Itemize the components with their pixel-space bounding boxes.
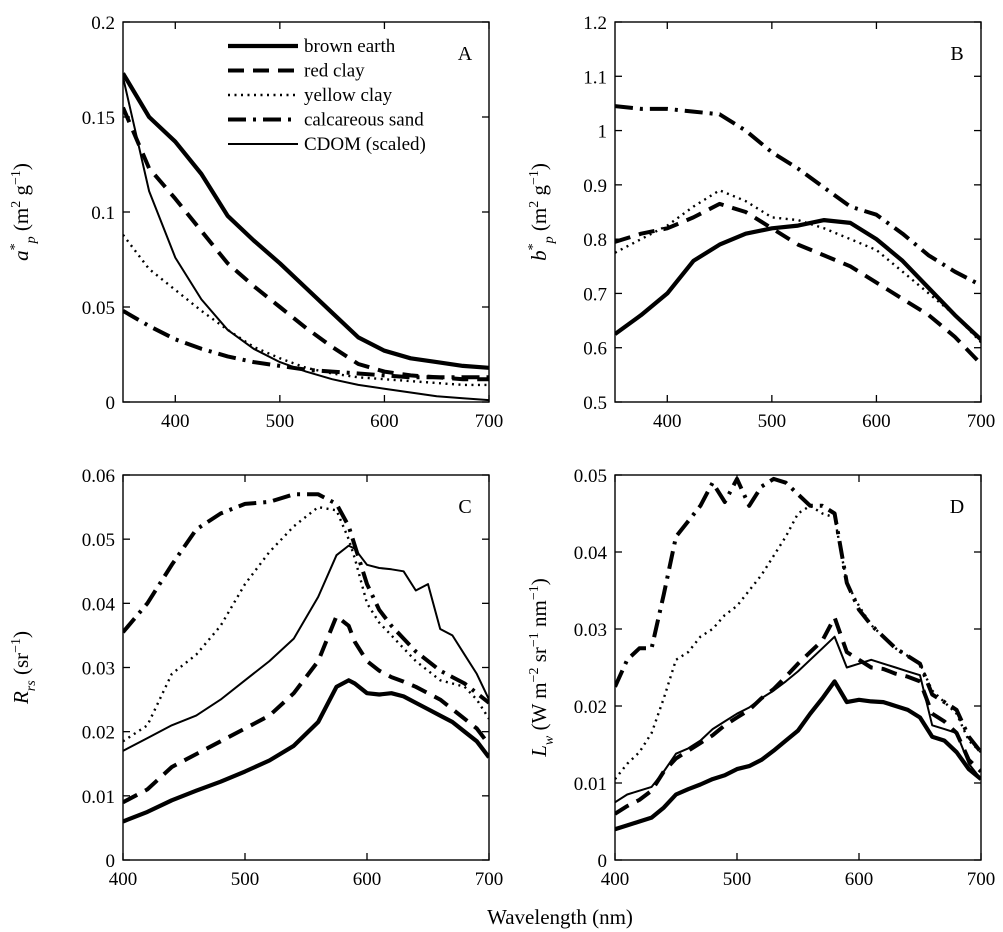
series-line-cdom-scaled-a [123,76,489,402]
series-line-brown-earth-b [615,218,981,342]
y-tick-label-a: 0 [106,393,116,414]
series-line-yellow-clay-b [615,189,981,344]
panel-letter-d: D [950,496,964,518]
legend: brown earth red clay yellow clay calcareous… [228,36,426,155]
y-tick-label-a: 0.2 [91,13,115,34]
y-tick-label-c: 0.04 [82,594,116,615]
x-tick-label-d: 500 [723,869,752,890]
series-line-calcareous-sand-d [615,476,981,754]
x-tick-label-d: 600 [845,869,874,890]
x-tick-label-c: 500 [231,869,260,890]
x-tick-label-d: 700 [967,869,996,890]
y-axis-label-d: Lw (W m−2 sr−1 nm−1) [527,578,557,758]
y-axis-label-b: b*p (m2 g−1) [526,163,557,261]
legend-label-yellow-clay: yellow clay [304,85,393,106]
x-tick-label-a: 400 [161,411,190,432]
y-tick-label-c: 0 [106,851,116,872]
y-tick-label-b: 0.8 [583,230,607,251]
y-tick-label-a: 0.15 [82,108,115,129]
series-line-cdom-scaled-d [615,635,981,804]
y-tick-label-c: 0.05 [82,530,115,551]
x-tick-label-b: 600 [862,411,891,432]
panel-b: 400 500 600 700 0.5 0.6 0.7 0.8 0.9 1 1.1 1.2 Bb*p (… [526,13,995,432]
x-tick-label-d: 400 [601,869,630,890]
y-tick-label-b: 0.6 [583,339,607,360]
y-tick-label-c: 0.01 [82,787,115,808]
panel-a: 400 500 600 700 0 0.05 0.1 0.15 0.2 Aa*p (m2 g−1)… [8,13,503,432]
y-tick-label-c: 0.06 [82,466,115,487]
y-tick-label-c: 0.02 [82,723,115,744]
series-line-cdom-scaled-c [123,544,489,752]
y-tick-label-b: 0.9 [583,176,607,197]
series-line-red-clay-d [615,615,981,816]
y-tick-label-b: 1.2 [583,13,607,34]
axes-frame-d [614,474,982,861]
series-line-brown-earth-d [615,679,981,832]
x-tick-label-b: 400 [653,411,682,432]
x-tick-label-b: 500 [758,411,787,432]
y-tick-label-b: 1.1 [583,67,607,88]
series-line-brown-earth-c [123,678,489,824]
series-line-red-clay-c [123,614,489,805]
legend-label-cdom-scaled: CDOM (scaled) [304,134,426,155]
series-line-brown-earth-a [123,72,489,370]
series-line-red-clay-b [615,201,981,366]
x-tick-label-a: 500 [266,411,295,432]
series-line-yellow-clay-c [123,505,489,743]
y-tick-label-d: 0 [598,851,608,872]
x-tick-label-c: 400 [109,869,138,890]
panel-d: 400 500 600 700 0 0.01 0.02 0.03 0.04 0.05 D Lw (W … [527,466,995,890]
panel-letter-a: A [458,43,473,65]
panel-c: 400 500 600 700 0 0.01 0.02 0.03 0.04 0.05 0.06 C Rr… [9,466,503,890]
panel-letter-c: C [458,496,471,518]
panel-letter-b: B [950,43,963,65]
y-tick-label-b: 1 [598,122,608,143]
shared-x-axis-label: Wavelength (nm) [487,905,633,929]
legend-label-calcareous-sand: calcareous sand [304,110,424,131]
y-tick-label-c: 0.03 [82,659,115,680]
y-tick-label-a: 0.05 [82,298,115,319]
x-tick-label-c: 700 [475,869,504,890]
legend-label-brown-earth: brown earth [304,36,396,57]
series-line-calcareous-sand-c [123,492,489,705]
axes-frame-b [614,21,982,403]
x-tick-label-c: 600 [353,869,382,890]
y-tick-label-d: 0.01 [574,774,607,795]
y-axis-label-a: a*p (m2 g−1) [8,163,39,261]
series-line-yellow-clay-a [123,234,489,387]
y-tick-label-a: 0.1 [91,203,115,224]
x-tick-label-a: 700 [475,411,504,432]
series-line-yellow-clay-d [615,504,981,780]
y-tick-label-d: 0.03 [574,620,607,641]
y-tick-label-d: 0.02 [574,697,607,718]
y-tick-label-b: 0.7 [583,284,607,305]
legend-label-red-clay: red clay [304,61,365,82]
y-axis-label-c: Rrs (sr−1) [9,631,39,705]
x-tick-label-a: 600 [370,411,399,432]
series-line-calcareous-sand-b [615,104,981,288]
series-line-calcareous-sand-a [123,309,489,380]
x-tick-label-b: 700 [967,411,996,432]
y-tick-label-d: 0.04 [574,543,608,564]
y-tick-label-b: 0.5 [583,393,607,414]
y-tick-label-d: 0.05 [574,466,607,487]
